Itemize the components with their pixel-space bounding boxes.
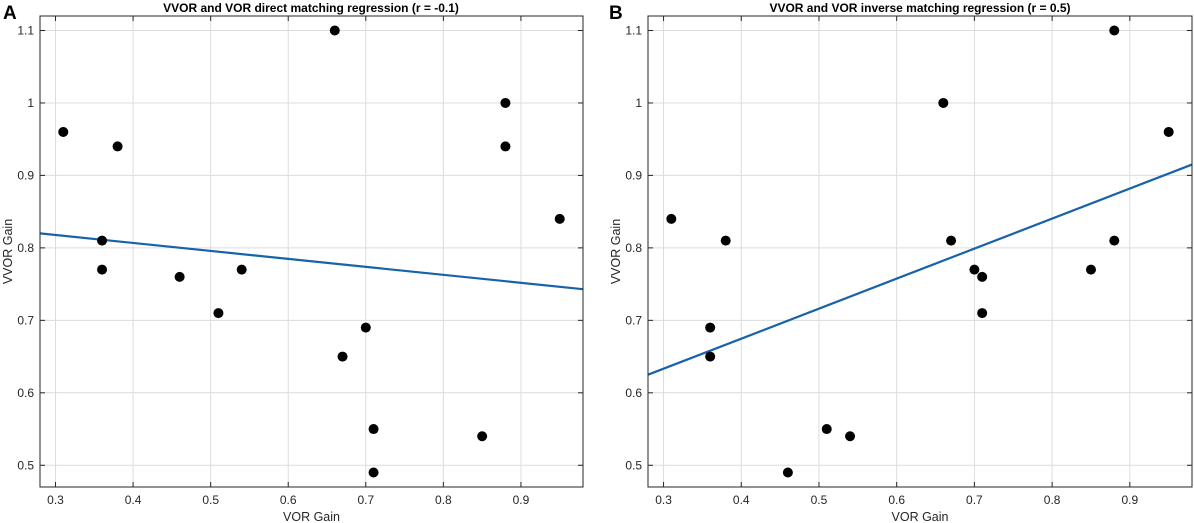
chart-title: VVOR and VOR direct matching regression … [163,1,459,15]
y-tick-label: 0.9 [17,168,34,182]
data-point [329,25,340,36]
x-tick-label: 0.3 [47,493,64,507]
y-tick-label: 0.6 [17,386,34,400]
regression-line [647,163,1193,376]
data-point [705,322,716,333]
data-point [1109,235,1120,246]
x-tick-label: 0.3 [655,493,672,507]
x-tick-label: 0.6 [888,493,905,507]
data-point [977,308,988,319]
panel-b: 0.3 0.4 0.5 0.6 0.7 0.8 0.9 0.5 0.6 0.7 0.8 0.9 1 1.1… [609,1,1193,523]
data-point [969,264,980,275]
data-point [938,97,949,108]
x-tick-label: 0.9 [513,493,530,507]
data-point [782,467,793,478]
y-tick-label: 0.8 [625,241,642,255]
x-tick-label: 0.7 [357,493,374,507]
x-axis-label: VOR Gain [892,510,949,523]
x-tick-label: 0.4 [125,493,142,507]
plot-area [40,16,583,487]
y-tick-label: 0.6 [625,386,642,400]
data-point [977,271,988,282]
panel-a: 0.3 0.4 0.5 0.6 0.7 0.8 0.9 0.5 0.6 0.7 0.8 0.9 1 1.1… [1,1,584,523]
y-tick-label: 0.8 [17,241,34,255]
data-point [554,213,565,224]
data-point [97,264,108,275]
data-point [477,431,488,442]
data-point [500,141,511,152]
y-tick-label: 0.5 [17,458,34,472]
x-tick-label: 0.5 [202,493,219,507]
data-point [112,141,123,152]
y-axis-label: VVOR Gain [609,219,623,284]
panel-label: A [3,3,17,24]
data-point [360,322,371,333]
data-point [946,235,957,246]
y-tick-label: 0.7 [17,313,34,327]
x-tick-label: 0.8 [1044,493,1061,507]
y-tick-label: 1.1 [17,23,34,37]
data-point [1163,126,1174,137]
data-point [821,424,832,435]
data-point [368,467,379,478]
data-point [705,351,716,362]
y-tick-label: 0.5 [625,458,642,472]
data-point [720,235,731,246]
y-tick-label: 1.1 [625,23,642,37]
chart-title: VVOR and VOR inverse matching regression… [769,1,1070,15]
x-tick-label: 0.7 [966,493,983,507]
y-tick-label: 1 [635,96,642,110]
y-axis-label: VVOR Gain [1,219,15,284]
data-point [1085,264,1096,275]
plot-frame [647,15,1193,488]
data-point [845,431,856,442]
data-point [174,271,185,282]
data-point [1109,25,1120,36]
data-point [97,235,108,246]
x-tick-label: 0.9 [1121,493,1138,507]
x-tick-label: 0.8 [435,493,452,507]
data-point [337,351,348,362]
y-tick-label: 1 [27,96,34,110]
data-point [500,97,511,108]
x-axis-label: VOR Gain [283,510,340,523]
y-tick-label: 0.7 [625,313,642,327]
x-tick-label: 0.4 [733,493,750,507]
data-point [666,213,677,224]
regression-line [39,232,584,291]
x-tick-label: 0.5 [811,493,828,507]
plot-area [648,16,1192,487]
data-point [368,424,379,435]
x-tick-label: 0.6 [280,493,297,507]
y-tick-label: 0.9 [625,168,642,182]
plot-frame [39,15,584,488]
panel-label: B [609,3,623,24]
data-point [58,126,69,137]
data-point [236,264,247,275]
data-point [213,308,224,319]
